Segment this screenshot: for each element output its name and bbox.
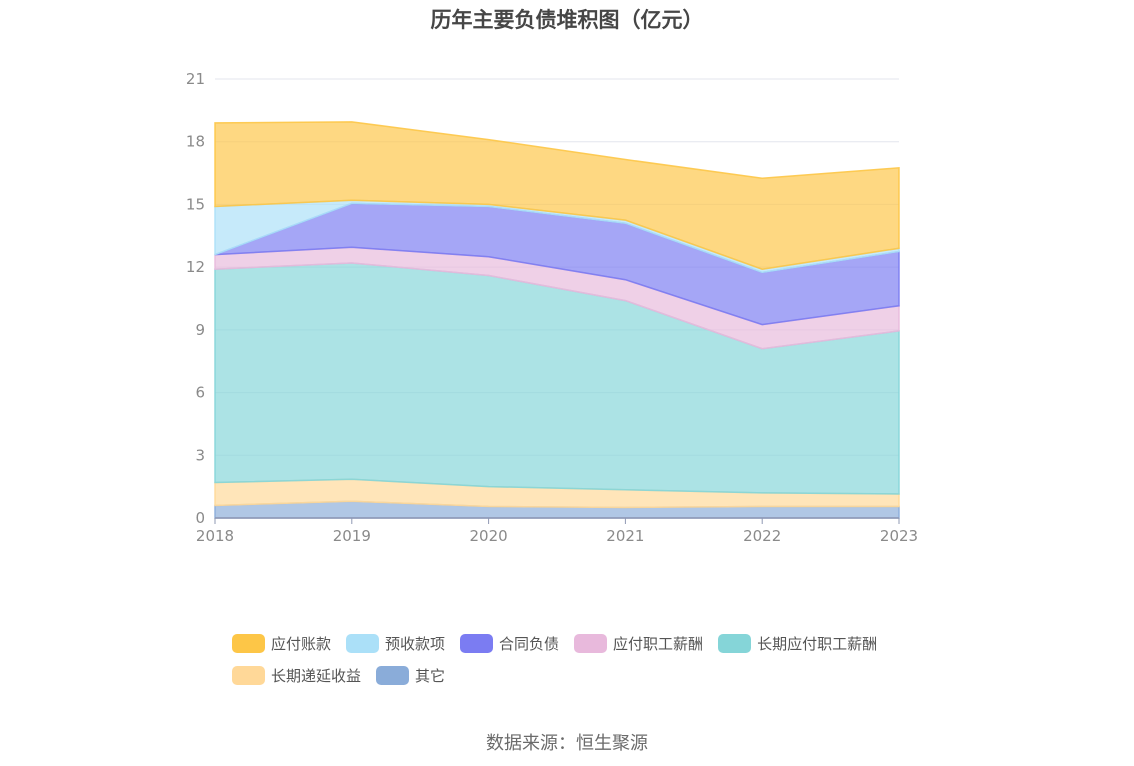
x-tick-label: 2018 bbox=[196, 527, 234, 545]
legend: 应付账款 预收款项 合同负债 应付职工薪酬 长期应付职工薪酬长期递延收益 其它 bbox=[232, 632, 922, 686]
legend-swatch bbox=[460, 633, 494, 653]
legend-item[interactable]: 应付职工薪酬 bbox=[574, 632, 703, 654]
y-tick-label: 9 bbox=[195, 321, 205, 339]
legend-item[interactable]: 长期递延收益 bbox=[232, 664, 361, 686]
y-tick-label: 15 bbox=[186, 195, 205, 213]
legend-item[interactable]: 其它 bbox=[376, 664, 445, 686]
chart-plot: 0 3 6 9 12 15 18 21 2018 2019 2020 2021 2022 2023 bbox=[186, 70, 918, 545]
legend-item[interactable]: 应付账款 bbox=[232, 632, 331, 654]
legend-label: 长期应付职工薪酬 bbox=[757, 634, 878, 653]
data-source-label: 数据来源：恒生聚源 bbox=[486, 733, 648, 754]
legend-swatch bbox=[232, 633, 265, 653]
x-tick-label: 2022 bbox=[743, 527, 781, 545]
legend-label: 其它 bbox=[415, 666, 446, 685]
y-tick-label: 12 bbox=[186, 258, 205, 276]
legend-item[interactable]: 合同负债 bbox=[460, 632, 559, 654]
x-tick-label: 2019 bbox=[333, 527, 371, 545]
x-tick-label: 2023 bbox=[880, 527, 918, 545]
legend-swatch bbox=[718, 633, 752, 653]
legend-swatch bbox=[232, 665, 265, 685]
legend-swatch bbox=[376, 665, 410, 685]
y-tick-label: 18 bbox=[186, 133, 205, 151]
y-tick-label: 3 bbox=[195, 446, 205, 464]
legend-label: 应付账款 bbox=[271, 634, 332, 653]
legend-swatch bbox=[346, 633, 380, 653]
x-tick-label: 2021 bbox=[606, 527, 644, 545]
legend-item[interactable]: 长期应付职工薪酬 bbox=[718, 632, 877, 654]
y-tick-label: 6 bbox=[195, 384, 205, 402]
legend-label: 长期递延收益 bbox=[271, 666, 362, 685]
stacked-areas bbox=[214, 121, 900, 519]
legend-label: 预收款项 bbox=[385, 634, 446, 653]
legend-label: 应付职工薪酬 bbox=[613, 634, 704, 653]
x-tick-label: 2020 bbox=[470, 527, 508, 545]
y-tick-label: 21 bbox=[186, 70, 205, 88]
legend-item[interactable]: 预收款项 bbox=[346, 632, 445, 654]
y-tick-label: 0 bbox=[195, 509, 205, 527]
chart-title: 历年主要负债堆积图（亿元） bbox=[430, 8, 704, 32]
legend-swatch bbox=[574, 633, 608, 653]
legend-label: 合同负债 bbox=[499, 634, 560, 653]
area-series-应付账款 bbox=[214, 121, 900, 270]
axes: 0 3 6 9 12 15 18 21 2018 2019 2020 2021 2022 2023 bbox=[186, 70, 918, 545]
